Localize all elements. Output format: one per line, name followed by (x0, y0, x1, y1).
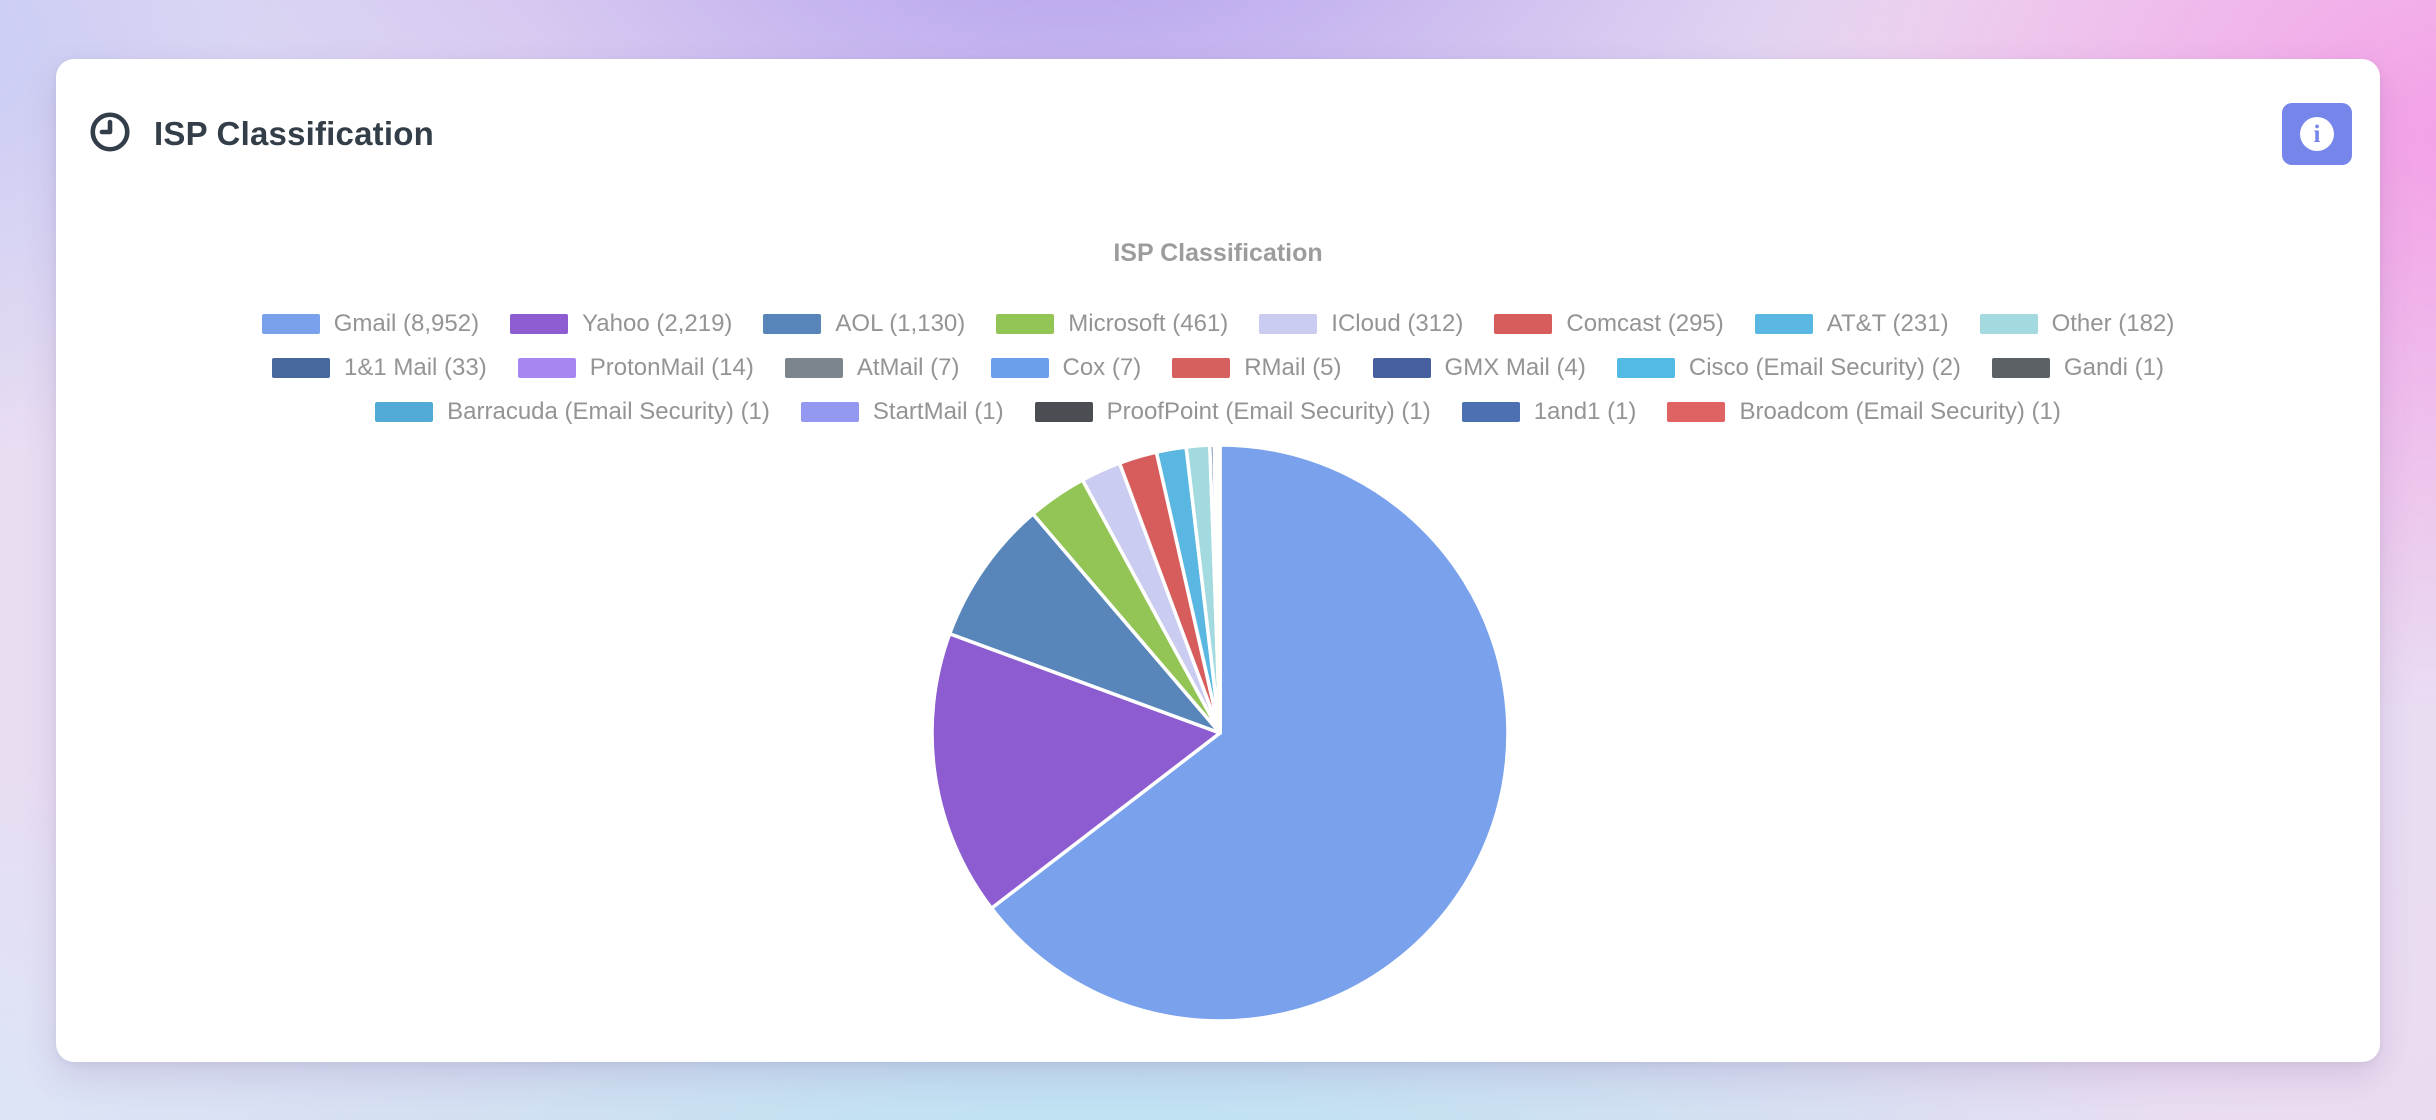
legend-swatch (510, 314, 569, 334)
legend-item[interactable]: ProofPoint (Email Security) (1) (1034, 398, 1431, 426)
info-button[interactable]: i (2282, 103, 2352, 165)
legend-item[interactable]: Gandi (1) (1991, 354, 2164, 382)
legend-item[interactable]: Comcast (295) (1494, 310, 1724, 338)
legend-swatch (1461, 402, 1520, 422)
legend-swatch (1616, 358, 1675, 378)
legend-item[interactable]: 1&1 Mail (33) (272, 354, 487, 382)
legend-row: Gmail (8,952) Yahoo (2,219) AOL (1,130) Mic… (56, 302, 2380, 346)
pie-slice[interactable] (930, 632, 1222, 910)
legend-swatch (1259, 314, 1318, 334)
legend-label: Cisco (Email Security) (2) (1688, 354, 1961, 381)
card-header-left: ISP Classification (84, 110, 434, 159)
legend-row: 1&1 Mail (33) ProtonMail (14) AtMail (7) Co… (56, 346, 2380, 390)
legend-item[interactable]: Microsoft (461) (996, 310, 1228, 338)
clock-icon (88, 110, 132, 159)
legend-label: ICloud (312) (1331, 310, 1464, 337)
legend-swatch (517, 358, 576, 378)
legend-swatch (763, 314, 822, 334)
legend-item[interactable]: ProtonMail (14) (517, 354, 754, 382)
legend-label: Cox (7) (1062, 354, 1142, 381)
legend-label: Gandi (1) (2063, 354, 2164, 381)
legend-label: ProofPoint (Email Security) (1) (1106, 398, 1431, 425)
legend-label: Comcast (295) (1566, 310, 1724, 337)
legend-swatch (784, 358, 843, 378)
legend-swatch (1754, 314, 1813, 334)
chart-title: ISP Classification (1113, 239, 1323, 267)
legend-item[interactable]: 1and1 (1) (1461, 398, 1637, 426)
legend-label: Gmail (8,952) (333, 310, 480, 337)
legend-item[interactable]: Broadcom (Email Security) (1) (1667, 398, 2061, 426)
legend-label: Yahoo (2,219) (582, 310, 733, 337)
chart-legend: Gmail (8,952) Yahoo (2,219) AOL (1,130) Mic… (56, 302, 2380, 434)
card-header: ISP Classification i (84, 101, 2352, 167)
legend-item[interactable]: Cisco (Email Security) (2) (1616, 354, 1961, 382)
legend-swatch (261, 314, 320, 334)
legend-item[interactable]: Other (182) (1979, 310, 2175, 338)
legend-label: StartMail (1) (872, 398, 1004, 425)
legend-label: 1and1 (1) (1533, 398, 1637, 425)
pie-chart (930, 443, 1510, 1023)
legend-item[interactable]: Yahoo (2,219) (510, 310, 732, 338)
legend-item[interactable]: GMX Mail (4) (1372, 354, 1586, 382)
legend-label: AOL (1,130) (835, 310, 966, 337)
legend-item[interactable]: AtMail (7) (784, 354, 960, 382)
legend-swatch (1991, 358, 2050, 378)
legend-item[interactable]: Barracuda (Email Security) (1) (375, 398, 770, 426)
legend-row: Barracuda (Email Security) (1) StartMail … (56, 390, 2380, 434)
legend-item[interactable]: StartMail (1) (800, 398, 1004, 426)
card-title: ISP Classification (154, 115, 434, 152)
legend-item[interactable]: Cox (7) (990, 354, 1142, 382)
pie-slice[interactable] (989, 443, 1510, 1023)
legend-swatch (375, 402, 434, 422)
legend-label: Microsoft (461) (1068, 310, 1229, 337)
legend-swatch (990, 358, 1049, 378)
legend-item[interactable]: Gmail (8,952) (261, 310, 480, 338)
legend-swatch (800, 402, 859, 422)
legend-label: AT&T (231) (1826, 310, 1949, 337)
info-circle-icon: i (2300, 117, 2334, 151)
legend-label: Broadcom (Email Security) (1) (1739, 398, 2061, 425)
isp-classification-card: ISP Classification i ISP Classification … (56, 59, 2380, 1062)
legend-item[interactable]: RMail (5) (1172, 354, 1342, 382)
legend-item[interactable]: AT&T (231) (1754, 310, 1949, 338)
legend-swatch (1494, 314, 1553, 334)
legend-label: GMX Mail (4) (1444, 354, 1586, 381)
legend-label: 1&1 Mail (33) (344, 354, 487, 381)
pie-slice[interactable] (947, 512, 1222, 735)
legend-label: Other (182) (2051, 310, 2175, 337)
legend-label: AtMail (7) (856, 354, 960, 381)
legend-swatch (272, 358, 331, 378)
legend-item[interactable]: ICloud (312) (1259, 310, 1463, 338)
legend-label: RMail (5) (1244, 354, 1342, 381)
legend-swatch (996, 314, 1055, 334)
legend-swatch (1172, 358, 1231, 378)
legend-label: Barracuda (Email Security) (1) (447, 398, 770, 425)
legend-swatch (1372, 358, 1431, 378)
legend-swatch (1979, 314, 2038, 334)
legend-item[interactable]: AOL (1,130) (763, 310, 965, 338)
legend-swatch (1667, 402, 1726, 422)
legend-label: ProtonMail (14) (589, 354, 754, 381)
legend-swatch (1034, 402, 1093, 422)
